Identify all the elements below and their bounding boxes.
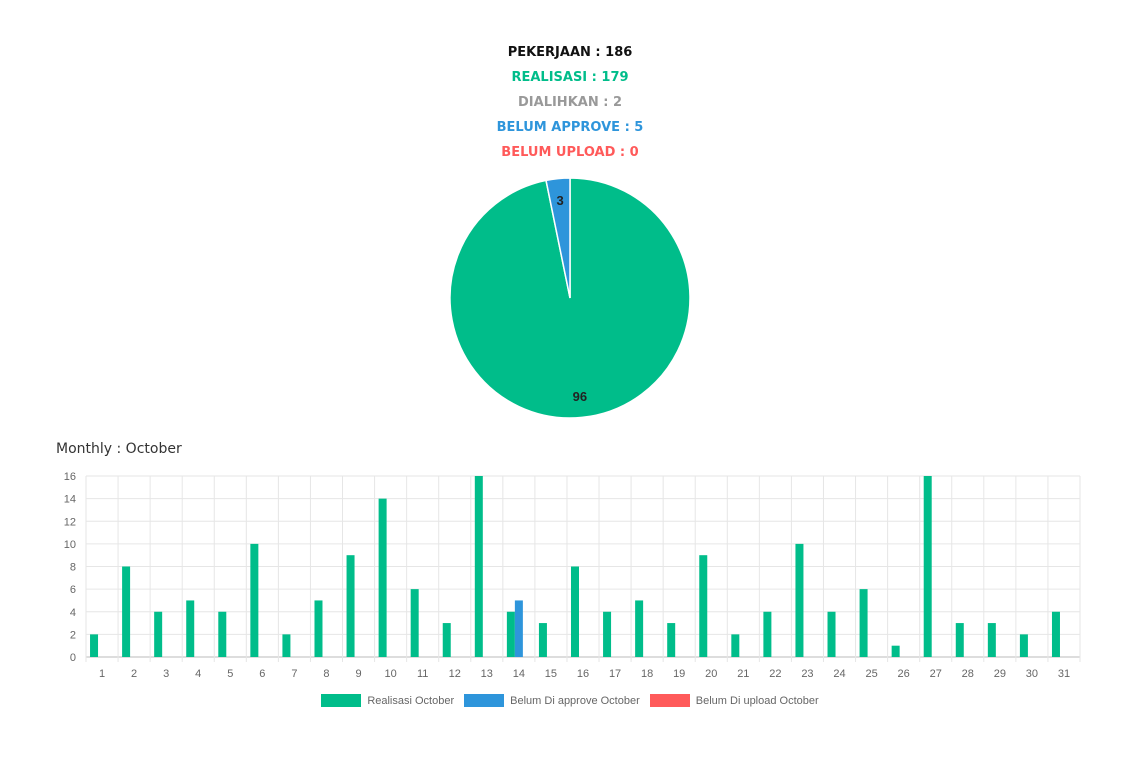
x-tick-label: 24 [833,668,845,680]
x-tick-label: 15 [545,668,557,680]
legend-label-realisasi: Realisasi October [367,694,455,707]
y-tick-label: 12 [64,516,76,528]
bar-realisasi[interactable] [923,476,932,657]
x-tick-label: 30 [1026,668,1038,680]
summary-stats: PEKERJAAN : 186 REALISASI : 179 DIALIHKA… [0,40,1140,165]
x-tick-label: 13 [481,668,493,680]
x-tick-label: 9 [355,668,361,680]
x-tick-label: 7 [291,668,297,680]
x-tick-label: 26 [898,668,910,680]
x-tick-label: 29 [994,668,1006,680]
bar-realisasi[interactable] [378,498,387,657]
pie-label-1: 3 [557,193,564,208]
bar-legend: Realisasi October Belum Di approve Octob… [0,694,1140,707]
legend-item-belum-upload[interactable]: Belum Di upload October [649,694,819,707]
bar-realisasi[interactable] [218,611,227,657]
y-tick-label: 2 [70,629,76,641]
bar-realisasi[interactable] [442,623,451,657]
y-tick-label: 10 [64,539,76,551]
bar-realisasi[interactable] [571,566,579,658]
bar-realisasi[interactable] [538,623,547,657]
x-tick-label: 27 [930,668,942,680]
bar-realisasi[interactable] [1051,611,1060,657]
legend-swatch-realisasi [321,694,362,707]
x-tick-label: 11 [417,668,428,680]
x-tick-label: 16 [577,668,589,680]
x-tick-label: 14 [513,668,525,680]
x-tick-label: 1 [99,668,105,680]
pie-label-0: 96 [573,389,587,404]
x-tick-label: 20 [705,668,717,680]
bar-realisasi[interactable] [314,600,323,657]
stat-pekerjaan: PEKERJAAN : 186 [507,45,633,60]
bar-realisasi[interactable] [635,600,644,657]
bar-realisasi[interactable] [250,543,259,657]
bar-realisasi[interactable] [122,566,131,658]
x-tick-label: 31 [1058,668,1070,680]
bar-realisasi[interactable] [603,611,612,657]
bar-belum-approve[interactable] [514,600,523,657]
x-tick-label: 25 [865,668,877,680]
bar-realisasi[interactable] [827,611,836,657]
bar-realisasi[interactable] [346,555,355,657]
bar-realisasi[interactable] [731,634,740,657]
x-tick-label: 3 [163,668,169,680]
x-tick-label: 18 [641,668,653,680]
bar-realisasi[interactable] [795,543,804,657]
y-tick-label: 16 [64,471,76,483]
bar-realisasi[interactable] [763,611,772,657]
bar-realisasi[interactable] [667,623,676,657]
bar-realisasi[interactable] [154,611,163,657]
x-tick-label: 2 [131,668,137,680]
monthly-title: Monthly : October [56,441,182,457]
x-tick-label: 21 [737,668,749,680]
x-tick-label: 8 [323,668,329,680]
legend-item-realisasi[interactable]: Realisasi October [321,694,454,707]
x-tick-label: 17 [609,668,621,680]
bar-realisasi[interactable] [474,476,483,657]
x-tick-label: 6 [259,668,265,680]
bar-realisasi[interactable] [506,611,515,657]
y-tick-label: 4 [70,607,76,619]
bar-realisasi[interactable] [859,589,868,657]
y-tick-label: 8 [70,562,76,574]
bar-realisasi[interactable] [90,634,99,657]
stat-realisasi: REALISASI : 179 [511,70,629,85]
bar-realisasi[interactable] [699,555,708,657]
legend-swatch-belum-approve [464,694,505,707]
x-tick-label: 19 [673,668,685,680]
bar-realisasi[interactable] [410,589,419,657]
bar-realisasi[interactable] [987,623,996,657]
y-tick-label: 0 [70,652,76,664]
bar-realisasi[interactable] [1019,634,1028,657]
x-tick-label: 10 [384,668,396,680]
legend-item-belum-approve[interactable]: Belum Di approve October [464,694,640,707]
bar-realisasi[interactable] [282,634,291,657]
bar-realisasi[interactable] [891,645,900,657]
y-tick-label: 14 [64,494,76,506]
x-tick-label: 5 [227,668,233,680]
x-tick-label: 28 [962,668,974,680]
x-tick-label: 4 [195,668,201,680]
stat-dialihkan: DIALIHKAN : 2 [518,95,622,110]
y-tick-label: 6 [70,584,76,596]
bar-realisasi[interactable] [955,623,964,657]
legend-label-belum-approve: Belum Di approve October [510,694,640,707]
stat-belum-approve: BELUM APPROVE : 5 [496,120,644,135]
pie-slice-1[interactable] [545,177,571,299]
pie-chart: 96 3 [449,177,691,419]
x-tick-label: 12 [449,668,461,680]
legend-label-belum-upload: Belum Di upload October [695,694,819,707]
stat-belum-upload: BELUM UPLOAD : 0 [501,145,639,160]
legend-swatch-belum-upload [649,694,690,707]
bar-realisasi[interactable] [186,600,195,657]
x-tick-label: 22 [769,668,781,680]
x-tick-label: 23 [801,668,813,680]
